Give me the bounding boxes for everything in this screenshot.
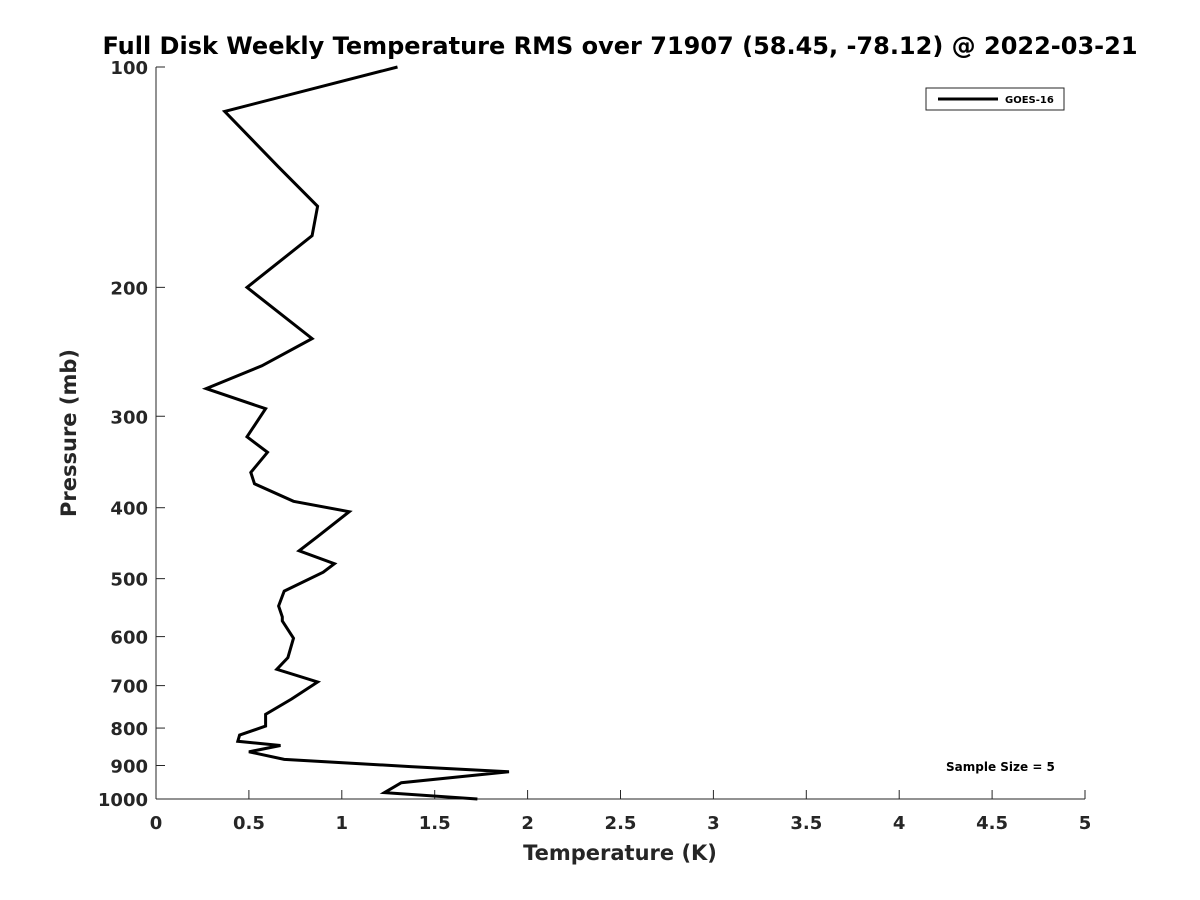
y-ticks: 100 200 300 400 500 600 700 800 900 1000	[98, 58, 165, 811]
y-tick-label: 700	[110, 677, 148, 698]
y-tick-label: 200	[110, 278, 148, 299]
y-tick-label: 600	[110, 628, 148, 649]
x-tick-label: 3	[707, 813, 720, 834]
legend-label-goes-16: GOES-16	[1005, 95, 1054, 106]
x-ticks: 0 0.5 1 1.5 2 2.5 3 3.5 4 4.5 5	[150, 790, 1092, 834]
y-tick-label: 100	[110, 58, 148, 79]
y-tick-label: 1000	[98, 790, 148, 811]
chart-title: Full Disk Weekly Temperature RMS over 71…	[102, 32, 1137, 60]
sample-size-annotation: Sample Size = 5	[946, 760, 1055, 774]
x-tick-label: 0	[150, 813, 163, 834]
x-tick-label: 4.5	[976, 813, 1008, 834]
y-tick-label: 300	[110, 407, 148, 428]
y-tick-label: 400	[110, 499, 148, 520]
x-tick-label: 5	[1079, 813, 1092, 834]
plot-area	[156, 67, 1085, 799]
x-tick-label: 0.5	[233, 813, 265, 834]
x-tick-label: 1	[336, 813, 349, 834]
y-axis-label: Pressure (mb)	[57, 349, 81, 517]
legend: GOES-16	[925, 87, 1065, 111]
x-tick-label: 2	[521, 813, 534, 834]
series-layer	[201, 65, 510, 801]
x-tick-label: 1.5	[419, 813, 451, 834]
y-tick-label: 900	[110, 757, 148, 778]
x-axis-label: Temperature (K)	[523, 841, 717, 865]
y-tick-label: 800	[110, 719, 148, 740]
x-tick-label: 3.5	[790, 813, 822, 834]
x-tick-label: 4	[893, 813, 906, 834]
y-tick-label: 500	[110, 570, 148, 591]
x-tick-label: 2.5	[605, 813, 637, 834]
series-line-goes-16	[201, 65, 510, 801]
